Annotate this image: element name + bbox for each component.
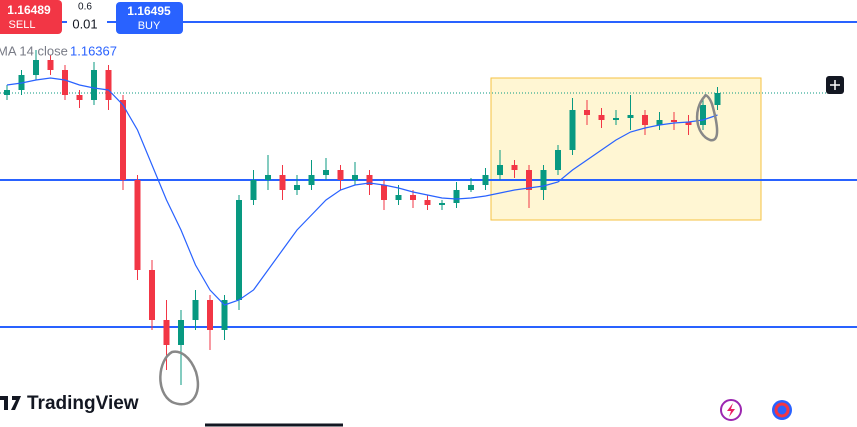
candle-body <box>178 320 184 345</box>
candle-body <box>250 180 257 200</box>
candle-body <box>642 115 648 125</box>
logo: TradingView <box>0 393 139 414</box>
add-plus <box>830 80 840 90</box>
candle-body <box>555 150 561 170</box>
candle-body <box>221 300 228 330</box>
toolbar: 1.16489 SELL 0.6 0.01 1.16495 BUY <box>0 0 183 34</box>
candle-body <box>308 175 315 185</box>
candle-body <box>33 60 39 75</box>
lot-input[interactable] <box>67 14 107 34</box>
spread: 0.6 <box>78 2 92 13</box>
alert-icon[interactable] <box>720 399 742 421</box>
candle-body <box>714 93 721 105</box>
candle-body <box>47 60 54 70</box>
candle-body <box>569 110 576 150</box>
candle-body <box>656 120 663 125</box>
candle-body <box>453 190 460 203</box>
candle-body <box>424 200 431 205</box>
candle-body <box>294 185 300 190</box>
hand-circle <box>159 350 199 406</box>
candle-body <box>105 70 112 100</box>
brand: TradingView <box>27 393 139 414</box>
candle-body <box>4 90 10 95</box>
candle-body <box>540 170 547 190</box>
indicator-value: 1.16367 <box>70 43 117 58</box>
sell-label: SELL <box>9 19 36 31</box>
candle-body <box>395 195 402 200</box>
buy-price: 1.16495 <box>127 4 171 18</box>
candle-body <box>381 185 387 200</box>
candle-body <box>613 118 619 120</box>
candle-body <box>62 70 68 95</box>
alert-bolt <box>727 403 735 417</box>
logo-icon <box>0 396 21 410</box>
candle-body <box>439 203 445 205</box>
ma-line <box>6 77 718 306</box>
candle-body <box>410 195 416 200</box>
candle-body <box>76 95 83 100</box>
candle-body <box>700 105 706 125</box>
candle-body <box>352 175 358 180</box>
candle-body <box>482 175 489 185</box>
candle-body <box>685 122 692 125</box>
candle-body <box>337 170 344 180</box>
candle-body <box>671 120 677 122</box>
candle-body <box>627 115 634 118</box>
candle-body <box>207 300 213 330</box>
candle-body <box>598 115 605 120</box>
candle-body <box>120 100 126 180</box>
candle-body <box>163 320 170 345</box>
candle-body <box>91 70 97 100</box>
candle-body <box>236 200 242 300</box>
candle-body <box>497 165 503 175</box>
buy-button[interactable] <box>116 2 183 34</box>
candle-body <box>265 175 271 180</box>
hand-circle <box>695 94 719 142</box>
candle-body <box>279 175 286 190</box>
lot: 0.01 <box>72 16 97 31</box>
candle-body <box>468 185 474 190</box>
indicator-name: MA 14 close <box>0 43 68 58</box>
candle-body <box>323 170 329 175</box>
candle-body <box>526 170 532 190</box>
candle-body <box>366 175 373 185</box>
settings-ring <box>774 402 790 418</box>
candle-body <box>511 165 518 170</box>
candle-body <box>584 110 590 115</box>
candle-body <box>149 270 155 320</box>
candle-body <box>134 180 141 270</box>
sell-button[interactable] <box>0 0 62 34</box>
candle-body <box>192 300 199 320</box>
sell-price: 1.16489 <box>7 3 51 17</box>
buy-label: BUY <box>138 20 161 32</box>
